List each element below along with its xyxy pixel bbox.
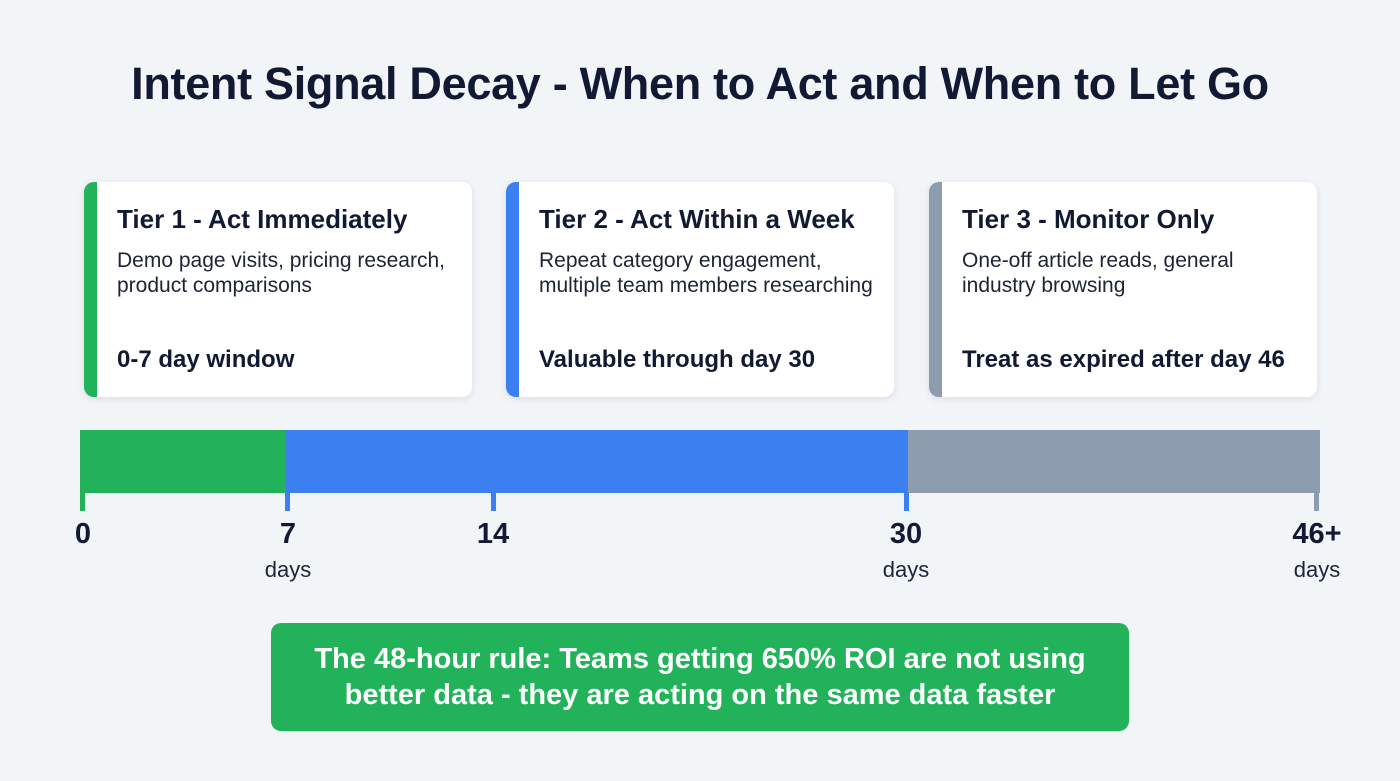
tier-2-window: Valuable through day 30: [539, 346, 816, 373]
tier-1-window: 0-7 day window: [117, 346, 295, 373]
tick-7: [285, 492, 290, 511]
tier-2-accent-bar: [506, 182, 519, 397]
tick-label-0: 0: [74, 518, 92, 550]
tier-1-accent-bar: [84, 182, 97, 397]
tier-3-accent-bar: [929, 182, 942, 397]
tick-0: [80, 492, 85, 511]
tick-label-30: 30: [889, 518, 923, 550]
timeline-segment-tier-1: [80, 430, 286, 493]
timeline-segment-tier-3: [908, 430, 1320, 493]
tick-label-46: 46+: [1292, 518, 1342, 550]
tick-14: [491, 492, 496, 511]
tick-46: [1314, 492, 1319, 511]
timeline-segment-tier-2: [286, 430, 908, 493]
tick-unit-7: days: [264, 557, 312, 582]
tick-label-7: 7: [279, 518, 297, 550]
tier-3-description: One-off article reads, general industry …: [962, 249, 1234, 297]
tick-label-14: 14: [476, 518, 510, 550]
tier-1-description: Demo page visits, pricing research, prod…: [117, 249, 445, 297]
tier-2-card: Tier 2 - Act Within a Week Repeat catego…: [506, 182, 894, 397]
page-title: Intent Signal Decay - When to Act and Wh…: [131, 58, 1269, 109]
tier-1-card: Tier 1 - Act Immediately Demo page visit…: [84, 182, 472, 397]
tier-2-description: Repeat category engagement, multiple tea…: [539, 249, 873, 297]
callout-text: The 48-hour rule: Teams getting 650% ROI…: [314, 643, 1086, 711]
tick-30: [904, 492, 909, 511]
tier-1-title: Tier 1 - Act Immediately: [117, 204, 408, 234]
tier-3-title: Tier 3 - Monitor Only: [962, 204, 1215, 234]
tick-unit-46: days: [1293, 557, 1341, 582]
tier-2-title: Tier 2 - Act Within a Week: [539, 204, 855, 234]
timeline-bar: [80, 430, 1320, 493]
tier-3-card: Tier 3 - Monitor Only One-off article re…: [929, 182, 1317, 397]
tier-3-window: Treat as expired after day 46: [962, 346, 1285, 373]
callout-box: The 48-hour rule: Teams getting 650% ROI…: [271, 623, 1129, 731]
tick-unit-30: days: [882, 557, 930, 582]
